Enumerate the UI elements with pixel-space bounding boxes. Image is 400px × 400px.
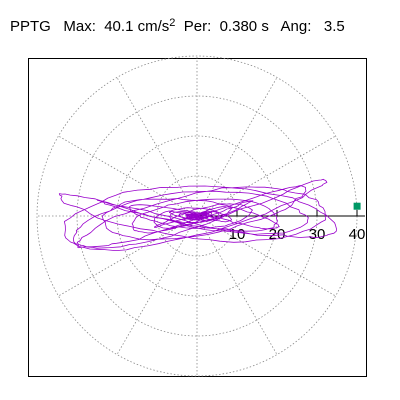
angle-value: 3.5 — [323, 18, 345, 35]
grid-spoke-150 — [58, 135, 198, 217]
grid-spoke-300 — [196, 215, 278, 355]
radial-tick-label-40: 40 — [349, 226, 366, 243]
particle-motion-trace — [58, 178, 337, 252]
radial-tick-label-20: 20 — [269, 226, 286, 243]
trace-layer — [58, 178, 337, 252]
angle-label: Ang: — [280, 18, 312, 35]
plot-frame — [28, 58, 367, 377]
max-amplitude-marker — [353, 202, 361, 210]
grid-spoke-240 — [116, 215, 198, 355]
radial-axis: 10 20 30 40 — [197, 210, 365, 243]
grid-spoke-60 — [196, 77, 278, 217]
radial-tick-label-30: 30 — [309, 226, 326, 243]
max-label: Max: — [63, 18, 96, 35]
station-code: PPTG — [10, 18, 51, 35]
grid-spoke-120 — [116, 77, 198, 217]
max-value: 40.1 — [104, 18, 134, 35]
grid-spoke-210 — [58, 215, 198, 297]
grid-spoke-30 — [196, 135, 336, 217]
period-unit: s — [261, 18, 269, 35]
grid-spoke-330 — [196, 215, 336, 297]
max-unit: cm/s — [137, 18, 170, 35]
period-label: Per: — [183, 18, 212, 35]
max-unit-power: 2 — [169, 17, 176, 29]
period-value: 0.380 — [219, 18, 258, 35]
max-marker-layer — [353, 202, 361, 210]
chart-header: PPTG Max: 40.1 cm/s2 Per: 0.380 s Ang: 3… — [10, 17, 345, 38]
